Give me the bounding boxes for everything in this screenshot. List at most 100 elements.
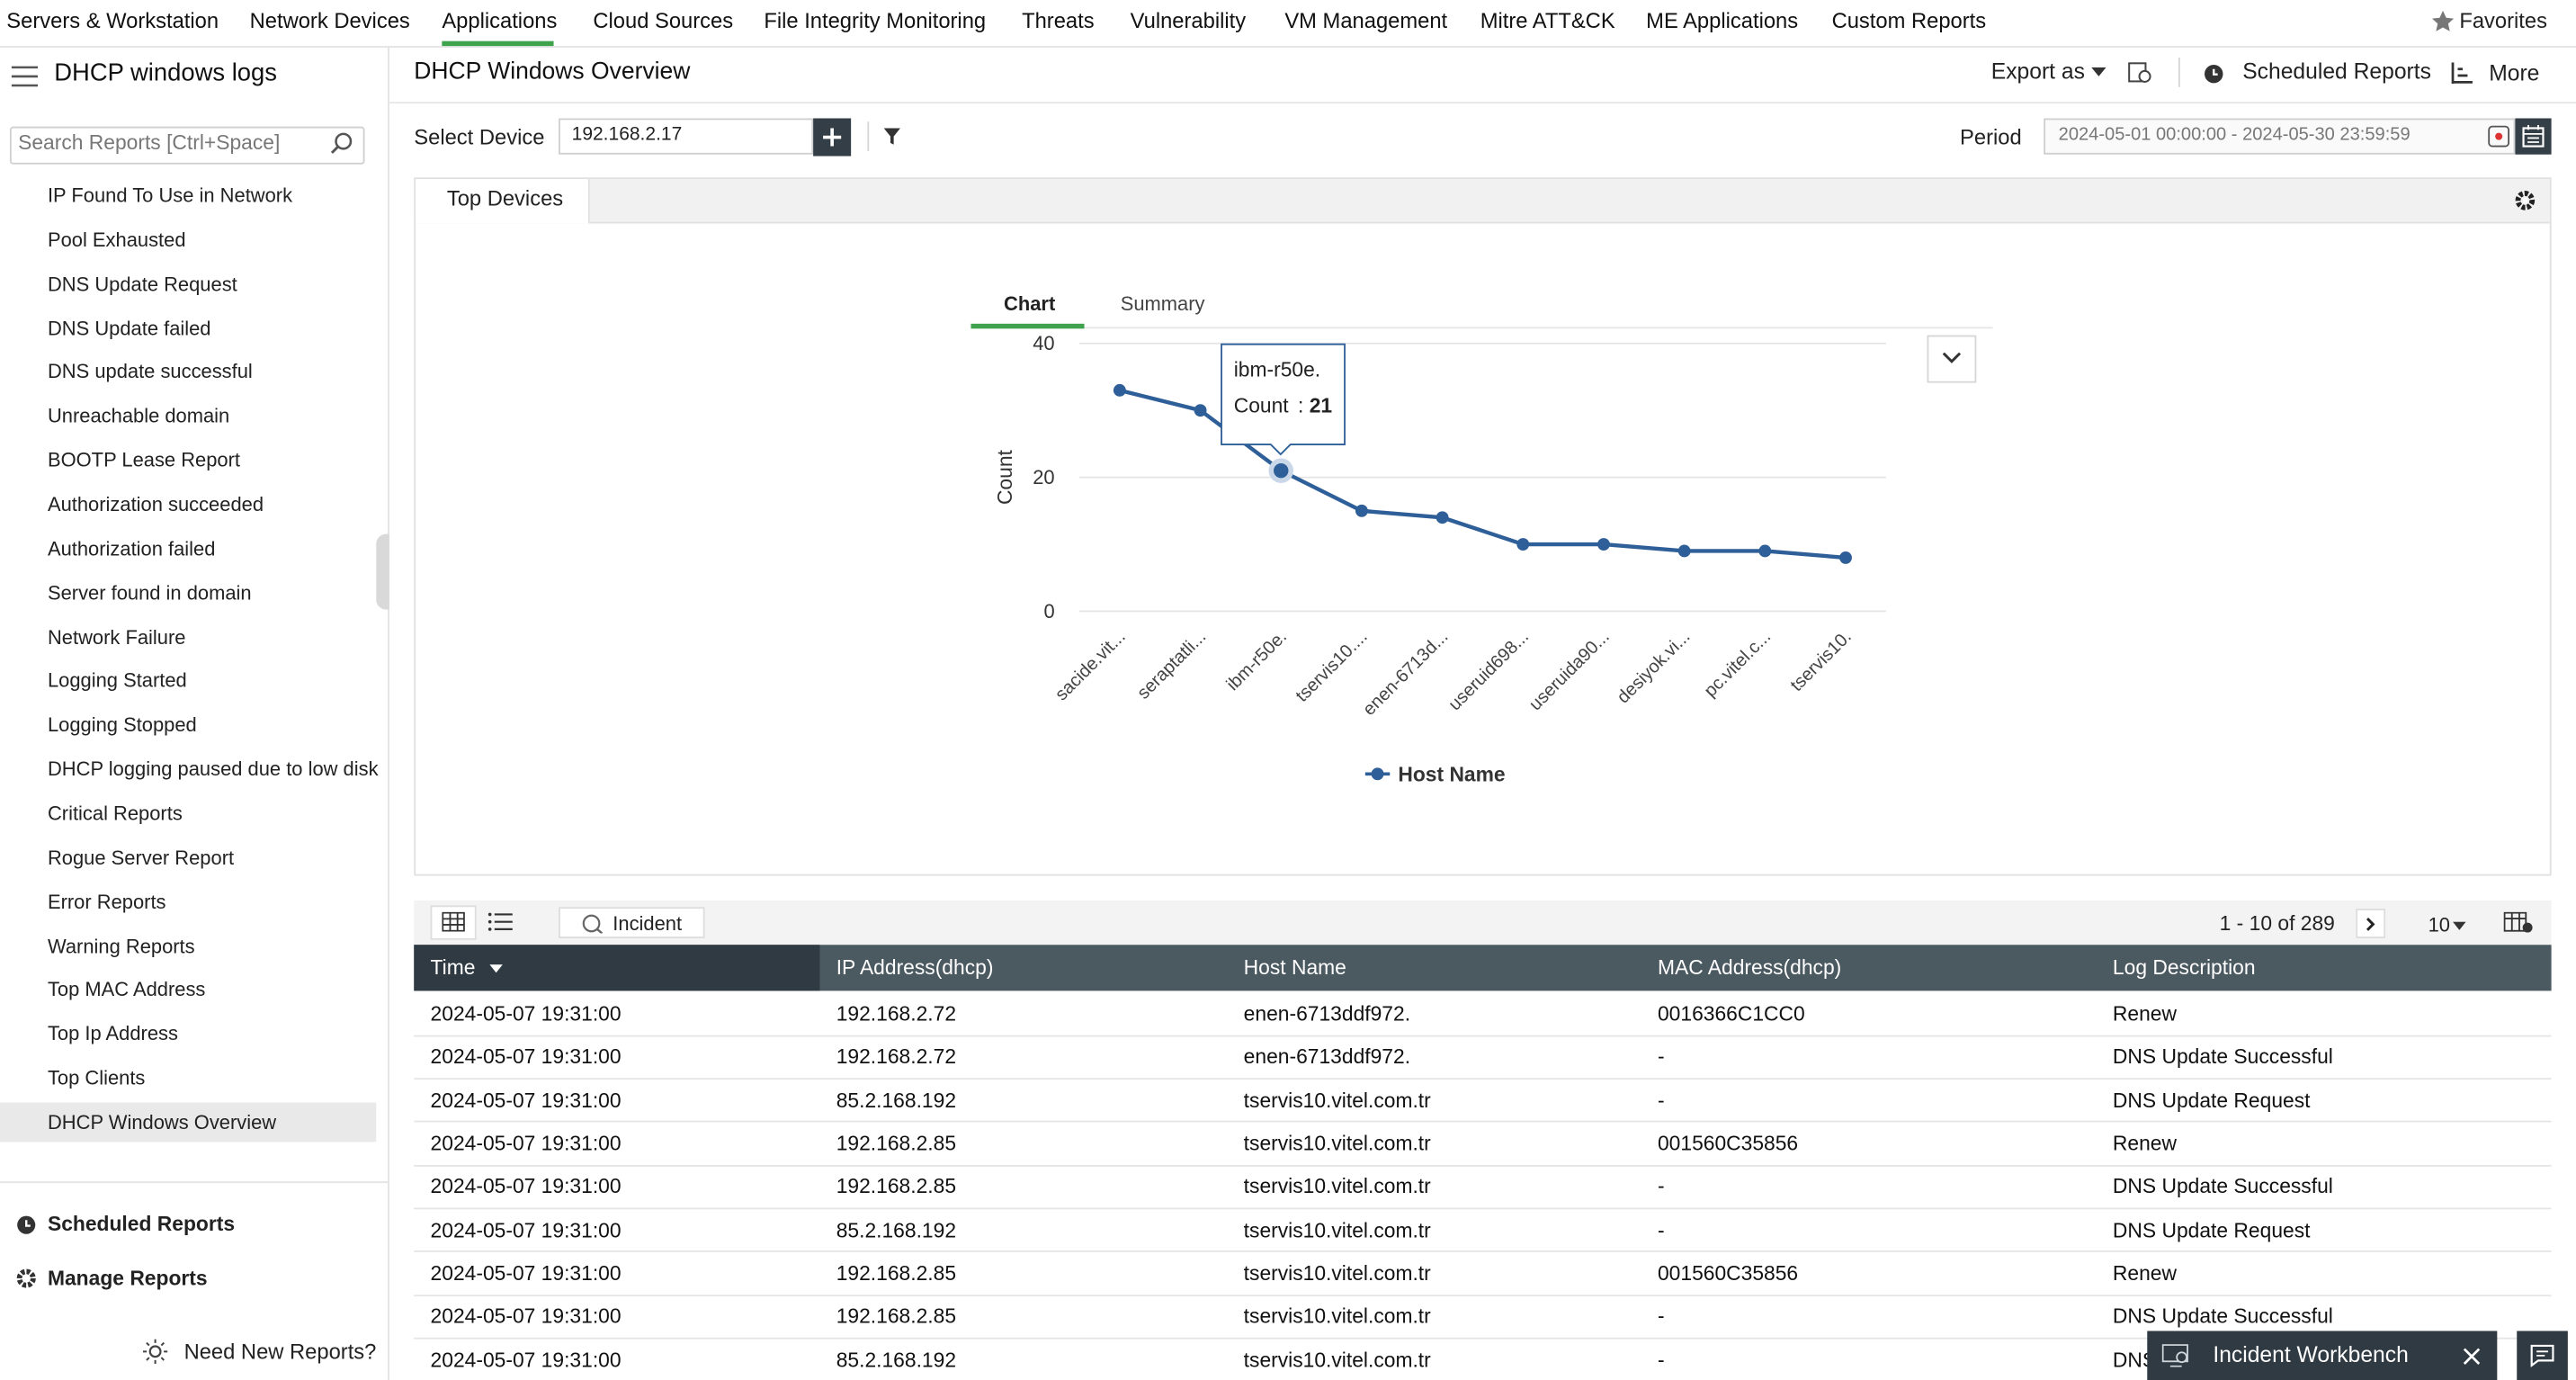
workbench-close[interactable] [2463, 1348, 2481, 1366]
page-size[interactable]: 10 [2428, 913, 2451, 937]
chart-dropdown[interactable] [1927, 335, 1977, 383]
list-view-icon[interactable] [487, 912, 513, 932]
top-nav [0, 0, 2576, 48]
table-cell: - [1657, 1175, 1665, 1199]
favorites-star[interactable] [2431, 10, 2455, 33]
column-chooser-icon[interactable] [2503, 911, 2534, 934]
scheduled-reports-button[interactable]: Scheduled Reports [2242, 58, 2431, 85]
report-link[interactable]: Critical Reports [47, 802, 183, 825]
manage-reports-link[interactable]: Manage Reports [47, 1267, 208, 1290]
panel-tab-active[interactable] [416, 179, 590, 224]
table-cell: 2024-05-07 19:31:00 [430, 1304, 622, 1329]
report-link[interactable]: Top MAC Address [47, 978, 206, 1002]
nav-item[interactable]: Threats [1022, 8, 1095, 33]
sort-caret[interactable] [489, 964, 503, 973]
idea-icon[interactable] [142, 1339, 168, 1365]
device-input[interactable] [559, 118, 814, 155]
chart-tab[interactable]: Chart [1004, 292, 1056, 316]
next-page-button[interactable] [2356, 909, 2386, 938]
grid-view-button[interactable] [430, 905, 477, 940]
column-header[interactable]: Host Name [1243, 956, 1346, 980]
alarm-icon[interactable] [2202, 61, 2226, 85]
data-point [1268, 458, 1293, 483]
nav-item[interactable]: VM Management [1284, 8, 1448, 33]
nav-item[interactable]: Mitre ATT&CK [1480, 8, 1615, 33]
data-point [1677, 544, 1691, 558]
period-value[interactable]: 2024-05-01 00:00:00 - 2024-05-30 23:59:5… [2058, 124, 2411, 145]
scheduled-icon[interactable] [14, 1213, 38, 1236]
need-new-reports[interactable]: Need New Reports? [183, 1339, 377, 1365]
report-link[interactable]: BOOTP Lease Report [47, 448, 240, 472]
column-header[interactable]: Log Description [2112, 956, 2256, 980]
report-link[interactable]: Pool Exhausted [47, 228, 186, 252]
report-link[interactable]: Authorization failed [47, 536, 216, 560]
sidebar-collapse-handle[interactable] [376, 533, 389, 610]
more-icon[interactable] [2451, 62, 2474, 85]
incident-workbench-label[interactable]: Incident Workbench [2213, 1342, 2409, 1367]
export-caret[interactable] [2091, 67, 2106, 77]
report-link[interactable]: Authorization succeeded [47, 492, 264, 516]
table-cell: 192.168.2.85 [836, 1261, 957, 1286]
page-title: DHCP Windows Overview [414, 58, 691, 85]
y-tick-label: 40 [1033, 332, 1054, 354]
nav-item[interactable]: Applications [442, 8, 558, 33]
report-link[interactable]: DHCP Windows Overview [47, 1110, 277, 1134]
report-link[interactable]: DHCP logging paused due to low disk [47, 757, 379, 781]
schedule-export-icon[interactable] [2127, 61, 2151, 85]
report-link[interactable]: Error Reports [47, 890, 166, 914]
export-button[interactable]: Export as [1990, 58, 2085, 85]
report-link[interactable]: Top Clients [47, 1066, 146, 1090]
nav-item[interactable]: Vulnerability [1130, 8, 1247, 33]
page-size-caret[interactable] [2453, 921, 2466, 930]
report-link[interactable]: Network Failure [47, 625, 186, 649]
sidebar-divider [0, 1181, 389, 1184]
report-link[interactable]: DNS Update Request [47, 272, 237, 296]
incident-workbench-bar[interactable] [2147, 1331, 2498, 1380]
x-tick-label: desiyok.vi... [1614, 627, 1695, 708]
nav-item[interactable]: Cloud Sources [593, 8, 734, 33]
table-cell: enen-6713ddf972. [1243, 1002, 1411, 1026]
favorites[interactable]: Favorites [2459, 8, 2547, 33]
report-link[interactable]: Logging Started [47, 669, 187, 693]
manage-icon[interactable] [14, 1267, 38, 1290]
incident-label[interactable]: Incident [613, 911, 683, 936]
table-cell: Renew [2112, 1261, 2178, 1286]
table-cell: - [1657, 1218, 1665, 1242]
report-link[interactable]: Rogue Server Report [47, 846, 235, 869]
period-preset-icon[interactable] [2487, 125, 2510, 148]
nav-item[interactable]: File Integrity Monitoring [764, 8, 987, 33]
table-cell: enen-6713ddf972. [1243, 1045, 1411, 1070]
panel-tab[interactable]: Top Devices [446, 185, 564, 211]
search-icon[interactable] [330, 131, 353, 155]
report-link[interactable]: Logging Stopped [47, 713, 197, 737]
table-header-sorted-bg [414, 945, 820, 991]
report-link[interactable]: Top Ip Address [47, 1022, 178, 1046]
scheduled-reports-link[interactable]: Scheduled Reports [47, 1212, 236, 1236]
chart-tab[interactable]: Summary [1120, 292, 1205, 316]
calendar-button[interactable] [2515, 118, 2552, 155]
more-button[interactable]: More [2489, 60, 2540, 85]
y-tick-label: 20 [1033, 466, 1054, 488]
period-input[interactable] [2044, 118, 2516, 155]
report-link[interactable]: DNS Update failed [47, 316, 211, 340]
table-cell: 2024-05-07 19:31:00 [430, 1002, 622, 1026]
menu-icon[interactable] [11, 66, 39, 87]
search-box[interactable] [9, 126, 365, 165]
column-header[interactable]: Time [430, 956, 476, 980]
report-link[interactable]: Warning Reports [47, 934, 195, 958]
filter-icon[interactable] [883, 128, 900, 145]
nav-item[interactable]: Custom Reports [1831, 8, 1987, 33]
column-header[interactable]: MAC Address(dhcp) [1657, 956, 1842, 980]
report-link[interactable]: Server found in domain [47, 581, 252, 605]
panel-settings-icon[interactable] [2514, 189, 2537, 212]
report-link[interactable]: DNS update successful [47, 360, 253, 384]
column-header[interactable]: IP Address(dhcp) [836, 956, 994, 980]
nav-item[interactable]: ME Applications [1646, 8, 1799, 33]
report-link[interactable]: IP Found To Use in Network [47, 184, 293, 208]
nav-item[interactable]: Network Devices [249, 8, 410, 33]
table-cell: tservis10.vitel.com.tr [1243, 1218, 1431, 1242]
device-value[interactable]: 192.168.2.17 [571, 124, 683, 145]
report-link[interactable]: Unreachable domain [47, 404, 230, 428]
table-cell: 85.2.168.192 [836, 1089, 957, 1113]
nav-item[interactable]: Servers & Workstation [6, 8, 219, 33]
